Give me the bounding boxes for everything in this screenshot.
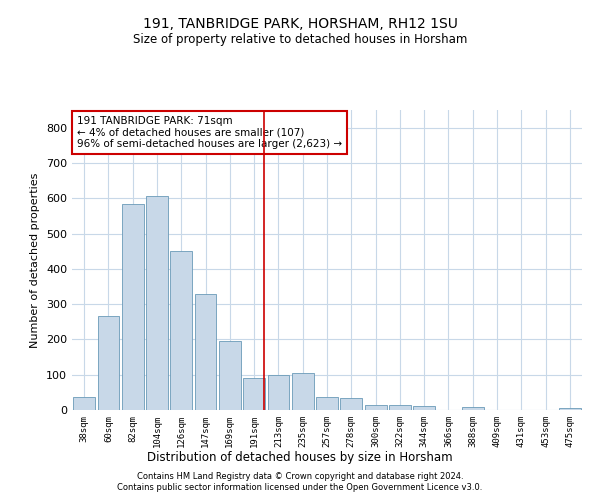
Bar xyxy=(97,316,119,410)
Text: Size of property relative to detached houses in Horsham: Size of property relative to detached ho… xyxy=(133,32,467,46)
Bar xyxy=(292,373,314,410)
Bar xyxy=(389,404,411,410)
Bar xyxy=(340,398,362,410)
Bar xyxy=(122,204,143,410)
Bar xyxy=(365,404,386,410)
Text: Contains HM Land Registry data © Crown copyright and database right 2024.: Contains HM Land Registry data © Crown c… xyxy=(137,472,463,481)
Bar xyxy=(194,294,217,410)
Bar xyxy=(559,408,581,410)
Bar xyxy=(462,407,484,410)
Text: 191 TANBRIDGE PARK: 71sqm
← 4% of detached houses are smaller (107)
96% of semi-: 191 TANBRIDGE PARK: 71sqm ← 4% of detach… xyxy=(77,116,342,149)
Y-axis label: Number of detached properties: Number of detached properties xyxy=(31,172,40,348)
Bar xyxy=(268,374,289,410)
Text: Distribution of detached houses by size in Horsham: Distribution of detached houses by size … xyxy=(147,451,453,464)
Bar xyxy=(170,251,192,410)
Text: Contains public sector information licensed under the Open Government Licence v3: Contains public sector information licen… xyxy=(118,484,482,492)
Bar xyxy=(219,341,241,410)
Bar xyxy=(146,196,168,410)
Text: 191, TANBRIDGE PARK, HORSHAM, RH12 1SU: 191, TANBRIDGE PARK, HORSHAM, RH12 1SU xyxy=(143,18,457,32)
Bar xyxy=(243,378,265,410)
Bar xyxy=(413,406,435,410)
Bar xyxy=(316,396,338,410)
Bar xyxy=(73,396,95,410)
